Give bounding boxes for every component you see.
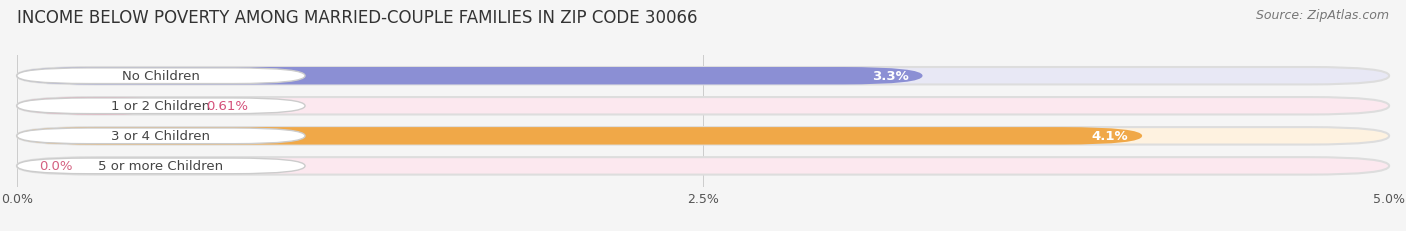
Text: 3 or 4 Children: 3 or 4 Children xyxy=(111,130,211,143)
Text: INCOME BELOW POVERTY AMONG MARRIED-COUPLE FAMILIES IN ZIP CODE 30066: INCOME BELOW POVERTY AMONG MARRIED-COUPL… xyxy=(17,9,697,27)
FancyBboxPatch shape xyxy=(17,128,1142,145)
FancyBboxPatch shape xyxy=(17,128,305,144)
FancyBboxPatch shape xyxy=(17,98,305,114)
FancyBboxPatch shape xyxy=(17,68,922,85)
FancyBboxPatch shape xyxy=(17,98,184,115)
Text: 5 or more Children: 5 or more Children xyxy=(98,160,224,173)
Text: 1 or 2 Children: 1 or 2 Children xyxy=(111,100,211,113)
Text: 0.61%: 0.61% xyxy=(207,100,249,113)
Text: 3.3%: 3.3% xyxy=(872,70,908,83)
FancyBboxPatch shape xyxy=(17,68,1389,85)
Text: No Children: No Children xyxy=(122,70,200,83)
FancyBboxPatch shape xyxy=(17,158,305,174)
Text: 4.1%: 4.1% xyxy=(1092,130,1129,143)
Text: Source: ZipAtlas.com: Source: ZipAtlas.com xyxy=(1256,9,1389,22)
Text: 0.0%: 0.0% xyxy=(39,160,72,173)
FancyBboxPatch shape xyxy=(17,128,1389,145)
FancyBboxPatch shape xyxy=(17,69,305,84)
FancyBboxPatch shape xyxy=(17,158,1389,175)
FancyBboxPatch shape xyxy=(17,98,1389,115)
